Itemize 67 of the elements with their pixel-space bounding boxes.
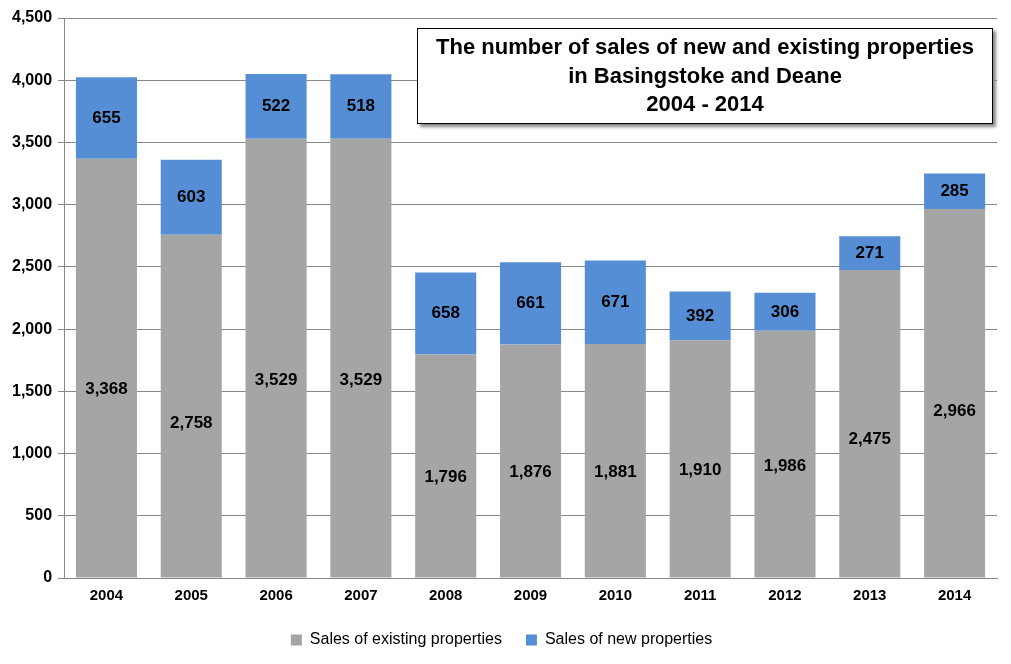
data-label: 2,966 [933,401,976,421]
data-label: 655 [92,107,121,127]
bar [839,236,901,270]
data-label: 3,529 [339,369,383,389]
x-tick-label: 2006 [259,586,293,604]
bar [245,138,307,578]
y-tick-label: 1,000 [11,443,53,461]
bar [669,291,731,341]
data-label: 306 [770,301,800,321]
data-label: 271 [855,242,884,262]
data-label: 2,758 [169,412,213,432]
bar [75,77,137,159]
data-label: 1,881 [594,462,637,482]
bar [75,158,137,578]
data-label: 603 [177,186,206,206]
y-tick-label: 2,500 [11,257,53,275]
bar [499,262,562,345]
x-tick-label: 2009 [513,586,548,604]
y-tick-label: 0 [43,568,53,586]
y-tick-label: 500 [25,506,53,524]
data-label: 1,876 [509,462,552,482]
data-label: 1,796 [424,466,467,486]
legend-label: Sales of existing properties [309,630,502,648]
bar [415,272,477,355]
bar [924,208,986,578]
y-tick-label: 4,000 [11,70,53,88]
data-label: 661 [516,293,545,313]
x-tick-label: 2012 [768,586,802,604]
bar [330,74,392,139]
x-tick-label: 2014 [937,586,972,604]
x-tick-label: 2013 [853,586,887,604]
bar [415,354,477,578]
data-label: 3,529 [254,369,298,389]
bar [160,159,222,235]
data-label: 522 [261,96,291,116]
x-tick-label: 2004 [89,586,124,604]
text: The number of sales of new and existing properties in Basingstoke and Deane 2004 - 2014 [417,28,993,124]
x-tick-label: 2011 [683,586,717,604]
bar [245,73,307,139]
bar [330,138,392,578]
legend-label: Sales of new properties [544,630,713,648]
data-label: 1,986 [763,456,807,476]
data-label: 1,910 [678,460,722,480]
data-label: 285 [940,180,969,200]
data-label: 658 [431,303,460,323]
bar [499,344,562,578]
y-tick-label: 3,500 [11,132,53,150]
bar [924,173,986,209]
bar [839,270,901,578]
data-label: 392 [685,305,715,325]
data-label: 671 [601,291,630,311]
bar [160,234,222,578]
bar [669,340,731,578]
x-tick-label: 2008 [429,586,463,604]
x-tick-label: 2005 [174,586,208,604]
y-tick-label: 1,500 [11,381,53,399]
y-tick-label: 2,000 [11,319,53,337]
bar [754,330,816,578]
bar [584,343,646,578]
y-tick-label: 3,000 [11,195,53,213]
x-tick-label: 2010 [598,586,633,604]
bar [584,260,646,344]
data-label: 3,368 [85,378,128,398]
data-label: 2,475 [848,428,892,448]
data-label: 518 [346,96,376,116]
y-tick-label: 4,500 [11,8,53,26]
x-tick-label: 2007 [344,586,378,604]
